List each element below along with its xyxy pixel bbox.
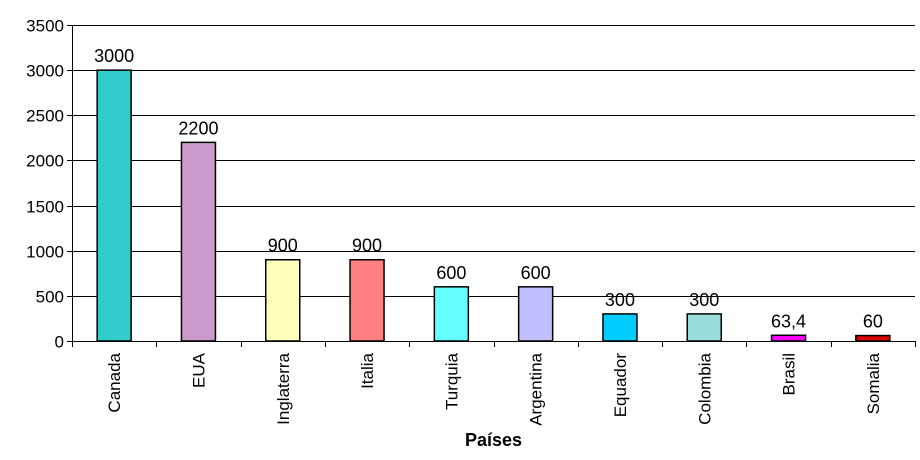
y-tick-label: 2000	[26, 152, 64, 171]
x-tick-label: EUA	[189, 352, 208, 388]
y-tick-label: 3500	[26, 17, 64, 36]
bar-value-label: 300	[689, 290, 719, 310]
x-tick-label: Somalia	[864, 352, 883, 414]
bar-value-label: 3000	[94, 46, 134, 66]
x-tick-label: Inglaterra	[274, 352, 293, 424]
x-tick-label: Canada	[105, 352, 124, 412]
bar	[602, 313, 638, 342]
y-tick-label: 2500	[26, 107, 64, 126]
bars	[96, 69, 891, 342]
x-tick-label: Turquia	[442, 352, 461, 410]
bar-value-label: 900	[268, 236, 298, 256]
bar	[517, 286, 554, 342]
bar-value-label: 600	[436, 263, 466, 283]
y-axis-ticks: 0 500 1000 1500 2000 2500 3000 3500	[26, 17, 72, 352]
x-tick-label: Equador	[611, 353, 630, 418]
bar-value-label: 600	[521, 263, 551, 283]
bar	[349, 258, 385, 342]
bar-value-label: 63,4	[771, 311, 806, 331]
x-tick-label: Colombia	[695, 352, 714, 424]
bar	[686, 313, 722, 342]
x-axis-title: Países	[465, 430, 522, 450]
bar-value-label: 2200	[178, 118, 218, 138]
x-tick-label: Italia	[358, 352, 377, 388]
bar-value-label: 300	[605, 290, 635, 310]
bar	[96, 69, 132, 342]
x-axis-ticks: Canada EUA Inglaterra Italia Turquia Argentin…	[72, 341, 916, 426]
bar	[855, 334, 891, 342]
bar	[433, 286, 470, 342]
bar	[265, 258, 301, 342]
bar	[770, 334, 807, 342]
y-tick-label: 3000	[26, 62, 64, 81]
x-tick-label: Argentina	[527, 352, 546, 425]
y-tick-label: 500	[36, 288, 64, 307]
y-tick-label: 0	[55, 333, 64, 352]
bar-value-label: 900	[352, 236, 382, 256]
bar	[180, 141, 217, 342]
y-tick-label: 1500	[26, 198, 64, 217]
y-tick-label: 1000	[26, 243, 64, 262]
x-tick-label: Brasil	[780, 353, 799, 396]
bar-value-label: 60	[863, 312, 883, 332]
value-labels: 3000 2200 900 900 600 600 300 300 63,4 60	[94, 46, 883, 331]
